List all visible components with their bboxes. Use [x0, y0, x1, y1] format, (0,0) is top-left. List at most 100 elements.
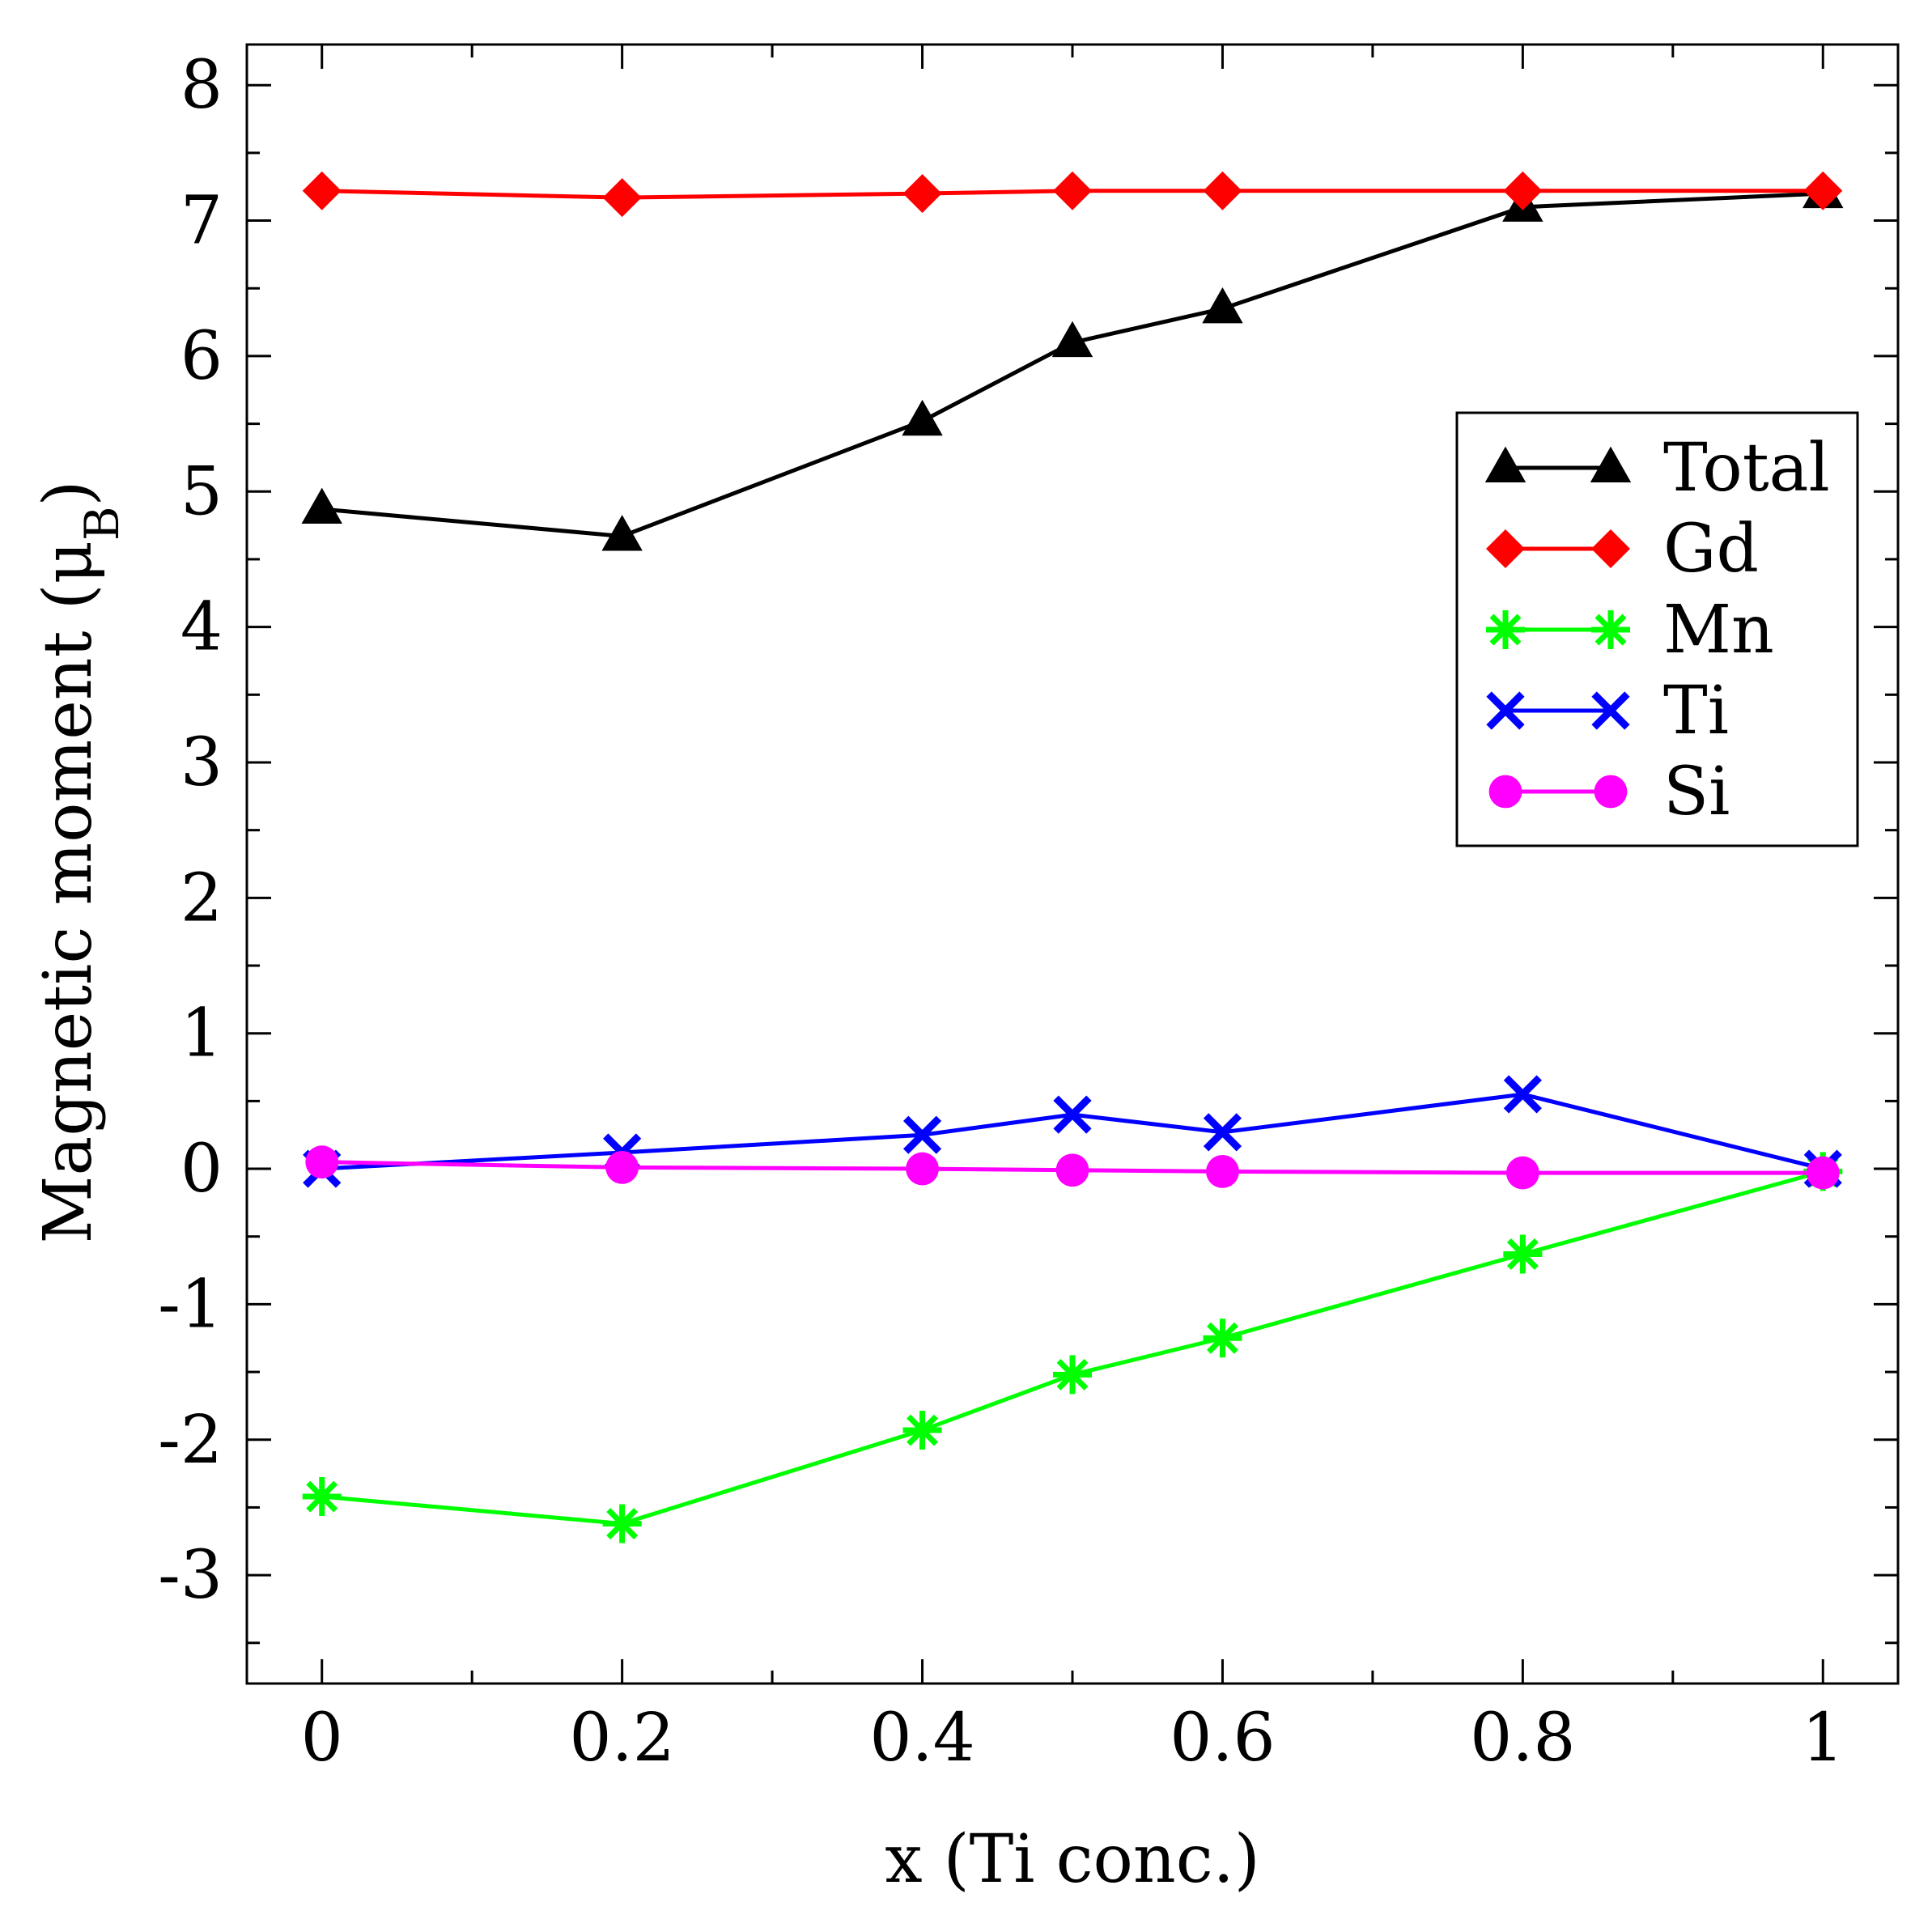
data-point-si: [305, 1145, 339, 1179]
legend-label: Gd: [1663, 511, 1759, 588]
x-tick-label: 0.4: [869, 1700, 974, 1777]
legend-marker: [1591, 691, 1630, 730]
triangle-marker-shape: [601, 515, 643, 551]
data-point-si: [1055, 1153, 1089, 1187]
data-point-ti: [902, 1115, 942, 1154]
data-point-si: [1206, 1154, 1239, 1188]
legend-marker: [1594, 775, 1628, 809]
x-tick-label: 1: [1802, 1700, 1844, 1777]
data-point-mn: [1503, 1234, 1543, 1274]
data-point-total: [1202, 287, 1243, 324]
diamond-marker-shape: [602, 178, 642, 218]
legend-entry-ti: Ti: [1486, 673, 1729, 749]
triangle-marker-shape: [1051, 321, 1093, 358]
triangle-marker-shape: [301, 487, 342, 524]
star-marker-stroke: [1207, 1322, 1238, 1354]
y-tick-label: 2: [180, 860, 223, 936]
axis-ticks: [247, 45, 1898, 1684]
legend-label: Mn: [1663, 592, 1774, 669]
data-point-mn: [1053, 1355, 1092, 1395]
star-marker-stroke: [907, 1414, 938, 1446]
legend-marker: [1591, 529, 1630, 568]
triangle-marker-shape: [902, 399, 943, 436]
star-marker-stroke: [606, 1508, 639, 1539]
plot-frame: [245, 43, 1900, 1685]
series-gd: [302, 171, 1843, 218]
circle-marker-shape: [1806, 1156, 1840, 1190]
triangle-marker-shape: [1484, 446, 1526, 482]
y-tick-label: -3: [158, 1537, 223, 1614]
y-tick-label: 8: [180, 47, 223, 124]
y-tick-label: 1: [180, 996, 223, 1072]
series-layer: [301, 171, 1844, 1543]
circle-marker-shape: [1505, 1156, 1539, 1190]
y-tick-label: 0: [180, 1131, 223, 1208]
y-axis-label: Magnetic moment (μB): [30, 481, 130, 1244]
data-point-gd: [602, 178, 642, 218]
x-marker-stroke: [1503, 1075, 1542, 1114]
data-point-ti: [1503, 1075, 1542, 1114]
data-point-ti: [1053, 1095, 1092, 1134]
x-tick-label: 0: [301, 1700, 343, 1777]
data-point-gd: [1503, 171, 1543, 210]
data-point-gd: [902, 174, 942, 214]
x-tick-label: 0.8: [1470, 1700, 1575, 1777]
y-axis-label-close: ): [30, 481, 107, 507]
y-tick-label: 5: [180, 453, 223, 530]
x-tick-label: 0.2: [569, 1700, 674, 1777]
star-marker-stroke: [1056, 1358, 1089, 1391]
series-mn: [302, 1152, 1843, 1543]
data-point-total: [301, 487, 342, 524]
x-tick-label: 0.6: [1170, 1700, 1275, 1777]
legend-entry-total: Total: [1484, 430, 1830, 507]
data-point-gd: [1803, 171, 1843, 210]
legend-marker: [1488, 775, 1522, 809]
star-marker-stroke: [306, 1480, 338, 1513]
legend-marker: [1484, 446, 1526, 482]
legend-entry-si: Si: [1488, 754, 1730, 830]
data-point-ti: [1203, 1113, 1242, 1152]
triangle-marker-shape: [1202, 287, 1243, 324]
circle-marker-shape: [1594, 775, 1628, 809]
circle-marker-shape: [1055, 1153, 1089, 1187]
x-marker-stroke: [1053, 1095, 1092, 1134]
y-tick-label: -1: [158, 1266, 223, 1343]
diamond-marker-shape: [1203, 171, 1242, 210]
tick-labels: 0 0.2 0.4 0.6 0.8 1 -3 -2 -1 0 1 2 3 4 5 6 7 8: [158, 47, 1844, 1777]
data-point-si: [906, 1152, 939, 1186]
x-axis-label: x (Ti conc.): [885, 1821, 1259, 1898]
legend-marker: [1486, 610, 1525, 649]
data-point-mn: [302, 1477, 342, 1517]
diamond-marker-shape: [1053, 171, 1092, 210]
data-point-si: [1505, 1156, 1539, 1190]
legend-entry-gd: Gd: [1486, 511, 1759, 588]
data-point-si: [605, 1150, 639, 1184]
diamond-marker-shape: [1503, 171, 1543, 210]
x-marker-stroke: [1591, 691, 1630, 730]
y-tick-label: 4: [180, 589, 223, 666]
data-point-gd: [1053, 171, 1092, 210]
data-point-mn: [1203, 1318, 1242, 1358]
circle-marker-shape: [305, 1145, 339, 1179]
legend-label: Total: [1663, 430, 1830, 507]
x-marker-stroke: [902, 1115, 942, 1154]
circle-marker-shape: [906, 1152, 939, 1186]
legend-marker: [1590, 446, 1632, 482]
circle-marker-shape: [1206, 1154, 1239, 1188]
diamond-marker-shape: [1486, 529, 1525, 568]
legend-marker: [1591, 610, 1630, 649]
circle-marker-shape: [605, 1150, 639, 1184]
legend-label: Ti: [1663, 673, 1729, 749]
star-marker-stroke: [1506, 1238, 1539, 1270]
data-point-mn: [902, 1411, 942, 1450]
data-point-total: [902, 399, 943, 436]
y-tick-label: 7: [180, 183, 223, 260]
y-tick-label: -2: [158, 1402, 223, 1479]
y-tick-label: 3: [180, 724, 223, 801]
data-point-gd: [302, 171, 342, 210]
legend-label: Si: [1663, 754, 1730, 830]
diamond-marker-shape: [1591, 529, 1630, 568]
x-marker-stroke: [1203, 1113, 1242, 1152]
legend-entry-mn: Mn: [1486, 592, 1774, 669]
